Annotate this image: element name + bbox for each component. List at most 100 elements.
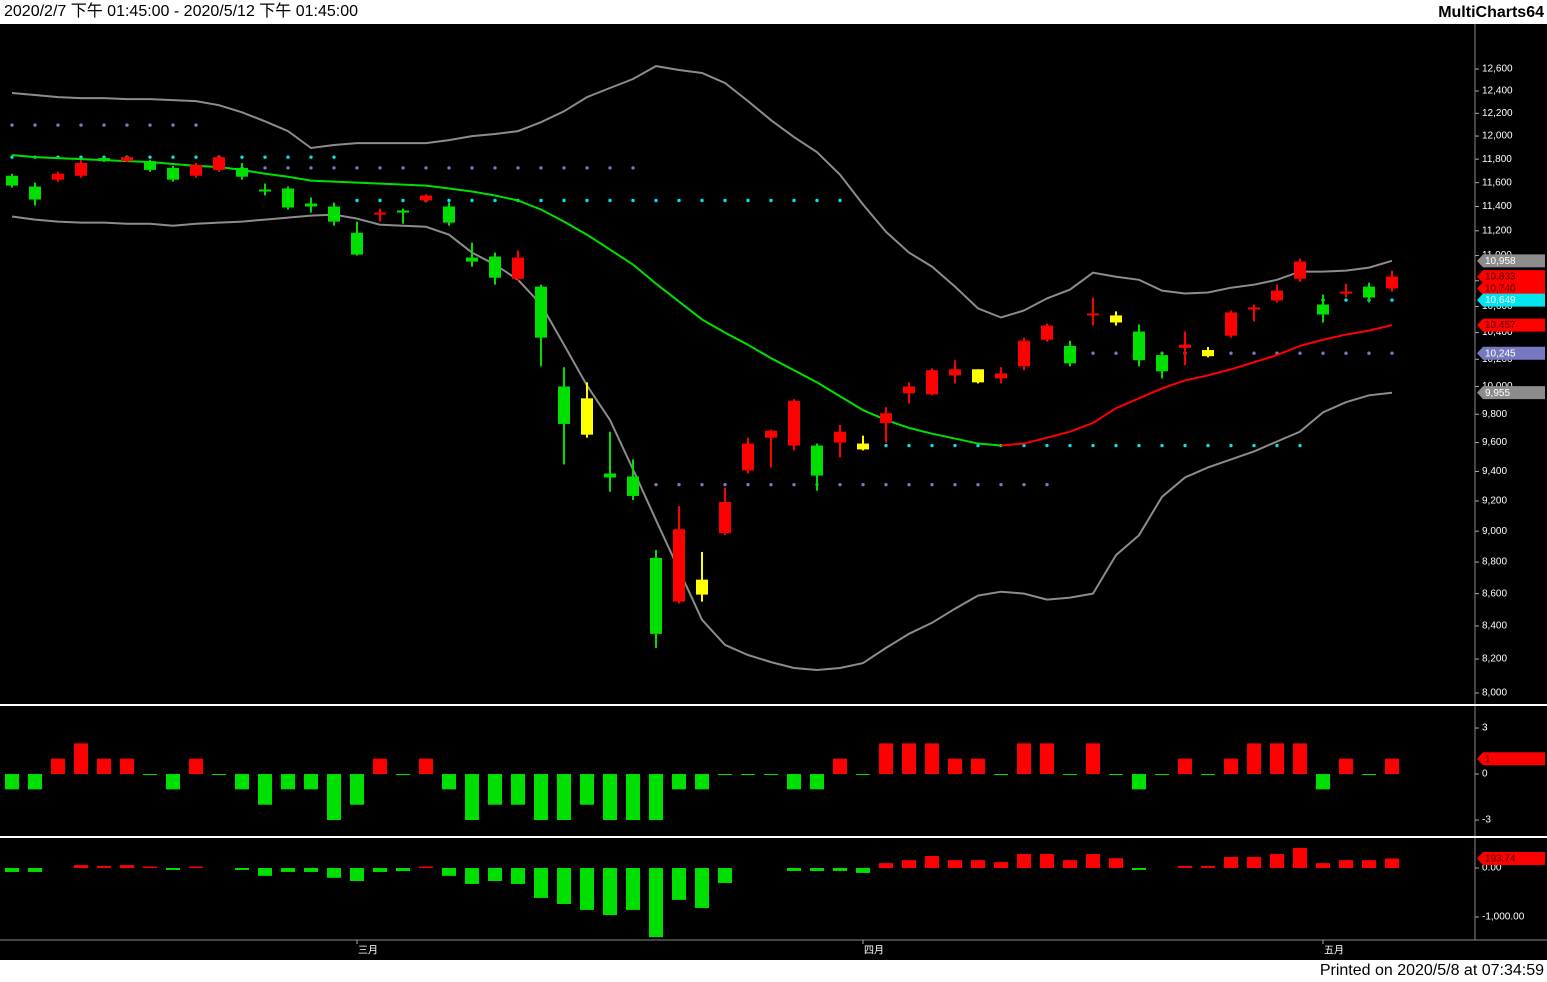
candle-body — [1133, 331, 1145, 361]
y-tick-label: -1,000.00 — [1482, 912, 1525, 923]
y-tick-label: 12,000 — [1482, 131, 1513, 142]
candle-body — [397, 210, 409, 213]
bar — [189, 758, 203, 775]
y-tick-label: 0 — [1482, 769, 1488, 780]
average-segment — [701, 318, 726, 334]
candle-body — [1156, 355, 1168, 372]
bar — [1316, 863, 1330, 869]
y-tick-label: 8,400 — [1482, 621, 1507, 632]
average-segment — [724, 331, 749, 346]
bar — [1063, 774, 1077, 776]
bar — [856, 868, 870, 873]
bar — [74, 865, 88, 869]
level-dot — [424, 166, 428, 170]
value-tag-label: 10,833 — [1485, 272, 1516, 283]
level-dot — [447, 166, 451, 170]
bar — [166, 774, 180, 790]
candle-body — [857, 443, 869, 450]
value-tag-label: 1 — [1485, 754, 1491, 765]
level-dot — [1091, 443, 1095, 448]
candle-body — [742, 443, 754, 471]
value-tag — [1477, 346, 1545, 360]
bar — [557, 774, 571, 821]
bar — [1040, 854, 1054, 869]
candle-body — [673, 529, 685, 602]
level-dot — [769, 198, 773, 203]
bar — [189, 866, 203, 869]
y-tick-label: 8,000 — [1482, 688, 1507, 699]
candle-body — [1248, 307, 1260, 310]
average-segment — [563, 220, 588, 236]
bar — [856, 774, 870, 776]
average-segment — [1161, 379, 1186, 390]
bar — [1270, 743, 1284, 775]
average-segment — [471, 190, 496, 197]
average-segment — [1184, 374, 1209, 382]
level-dot — [309, 155, 313, 159]
bar — [1224, 856, 1238, 869]
candle-body — [489, 256, 501, 278]
bar — [787, 868, 801, 871]
bar — [626, 774, 640, 821]
level-dot — [1114, 351, 1118, 355]
candle-body — [535, 286, 547, 338]
level-dot — [470, 166, 474, 170]
bar — [971, 758, 985, 775]
y-tick-label: 8,600 — [1482, 588, 1507, 599]
bar — [442, 774, 456, 790]
x-tick-label: 三月 — [358, 945, 378, 957]
value-tag — [1477, 281, 1545, 295]
value-tag-label: 9,955 — [1485, 388, 1510, 399]
y-tick-label: 11,800 — [1482, 154, 1512, 165]
level-dot — [1367, 351, 1371, 355]
bar — [948, 860, 962, 869]
bar — [810, 868, 824, 871]
candle-body — [972, 369, 984, 383]
bar — [741, 774, 755, 776]
bar — [235, 868, 249, 870]
y-tick-label: 9,400 — [1482, 466, 1507, 477]
level-dot — [286, 166, 290, 170]
candle-body — [1294, 261, 1306, 279]
level-dot — [562, 198, 566, 203]
bar — [787, 774, 801, 790]
bar — [902, 743, 916, 775]
candle-body — [1202, 350, 1214, 357]
level-dot — [1022, 443, 1026, 448]
candle-body — [213, 157, 225, 170]
level-dot — [10, 123, 14, 127]
level-dot — [861, 482, 865, 487]
candle-body — [1064, 345, 1076, 364]
bar — [1339, 758, 1353, 775]
candle-body — [1018, 340, 1030, 367]
candle-body — [282, 188, 294, 208]
bar — [649, 774, 663, 821]
level-dot — [654, 198, 658, 203]
level-dot — [125, 123, 129, 127]
bar — [695, 774, 709, 790]
y-tick-label: 8,200 — [1482, 654, 1507, 665]
value-tag-label: 10,457 — [1485, 320, 1516, 331]
candle-body — [788, 400, 800, 446]
average-segment — [57, 157, 82, 161]
bar — [97, 758, 111, 775]
bar — [304, 774, 318, 790]
average-segment — [770, 357, 795, 372]
candle-body — [719, 502, 731, 534]
y-tick-label: 12,400 — [1482, 86, 1513, 97]
bar — [1063, 860, 1077, 869]
average-segment — [11, 154, 36, 159]
y-tick-label: 11,400 — [1482, 201, 1512, 212]
level-dot — [286, 155, 290, 159]
average-segment — [678, 300, 703, 321]
bar — [649, 868, 663, 938]
bar — [1247, 743, 1261, 775]
level-dot — [1252, 351, 1256, 355]
average-segment — [977, 442, 1002, 447]
x-tick-label: 四月 — [864, 945, 884, 957]
band-line — [11, 65, 1393, 319]
bar — [511, 774, 525, 805]
bar — [74, 743, 88, 775]
level-dot — [631, 166, 635, 170]
bar — [1293, 847, 1307, 869]
